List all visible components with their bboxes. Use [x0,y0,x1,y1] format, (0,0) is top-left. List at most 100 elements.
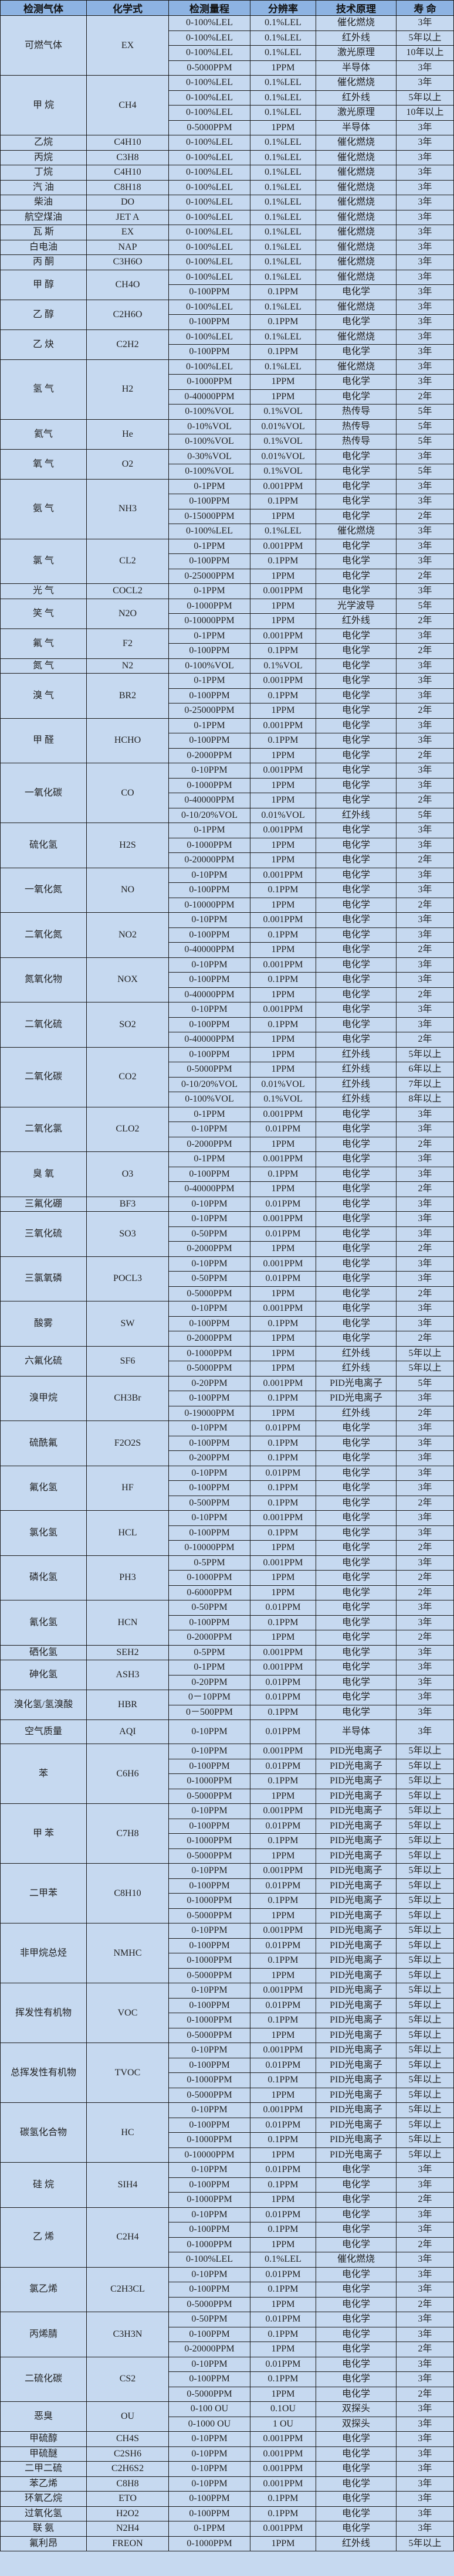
formula-cell: C3H3N [86,2312,169,2357]
gas-name-cell: 氟 气 [0,628,87,659]
resolution-cell: 0.01PPM [250,2057,316,2073]
col-header-technology: 技术原理 [316,0,397,16]
formula-cell: AQI [86,1719,169,1744]
gas-name-cell: 氮 气 [0,658,87,674]
resolution-cell: 1PPM [250,852,316,868]
gas-name-cell: 三氟化硼 [0,1196,87,1212]
resolution-cell: 1PPM [250,60,316,76]
gas-name-cell: 甲 醇 [0,269,87,300]
lifetime-cell: 2年 [396,568,454,584]
range-cell: 0-100PPM [168,1525,250,1541]
formula-cell: NMHC [86,1923,169,1983]
lifetime-cell: 3年 [396,314,454,330]
range-cell: 0-15000PPM [168,508,250,524]
table-row: 三氟化硼 BF3 0-10PPM 0.01PPM 电化学 3年 [0,1196,454,1212]
range-cell: 0-10PPM [168,2461,250,2477]
range-cell: 0-50PPM [168,2312,250,2327]
technology-cell: 电化学 [316,1480,397,1496]
technology-cell: 电化学 [316,2431,397,2447]
resolution-cell: 1PPM [250,2536,316,2551]
resolution-cell: 0.001PPM [250,1256,316,1272]
technology-cell: 红外线 [316,2536,397,2551]
technology-cell: 电化学 [316,1465,397,1481]
range-cell: 0-19000PPM [168,1405,250,1421]
table-row: 0-20PPM 0.01PPM 电化学 3年 [1,1674,454,1690]
formula-cell: N2H4 [86,2521,169,2537]
lifetime-cell: 2年 [396,1570,454,1586]
lifetime-cell: 3年 [396,165,454,181]
gas-name-cell: 联 氨 [0,2521,87,2537]
range-cell: 0-40000PPM [168,1181,250,1197]
lifetime-cell: 3年 [396,1644,454,1660]
technology-cell: 电化学 [316,1241,397,1257]
technology-cell: PID光电离子 [316,1908,397,1923]
range-cell: 0-5000PPM [168,2087,250,2103]
resolution-cell: 0.1%LEL [250,105,316,121]
technology-cell: 电化学 [316,2521,397,2537]
lifetime-cell: 3年 [396,927,454,943]
lifetime-cell: 5年以上 [396,1803,454,1819]
table-row: 0-100PPM 0.1PPM 电化学 3年 [1,344,454,360]
lifetime-cell: 3年 [396,2521,454,2537]
formula-cell: SO2 [86,1002,169,1048]
gas-name-cell: 氟化氢 [0,1465,87,1511]
resolution-cell: 0.01PPM [250,1878,316,1894]
range-cell: 0-1PPM [168,2521,250,2537]
technology-cell: 电化学 [316,1316,397,1331]
range-cell: 0-100%LEL [168,90,250,106]
range-cell: 0-100%LEL [168,239,250,255]
resolution-cell: 0.1%LEL [250,15,316,31]
range-cell: 0-100%LEL [168,45,250,61]
formula-cell: JET A [86,209,169,225]
table-row: 0-1000PPM 1PPM 电化学 3年 [1,777,454,793]
range-cell: 0-10PPM [168,1122,250,1137]
table-row: 0-100PPM 0.1PPM 电化学 3年 [1,733,454,749]
table-row: 二氧化碳 CO2 0-100PPM 1PPM 红外线 5年以上 [0,1046,454,1107]
table-row: 硫酰氟 F2O2S 0-10PPM 0.01PPM 电化学 3年 [0,1420,454,1466]
range-cell: 0-1PPM [168,718,250,733]
lifetime-cell: 5年以上 [396,2132,454,2148]
table-row: 瓦 斯 EX 0-100%LEL 0.1%LEL 催化燃烧 3年 [0,225,454,240]
range-cell: 0-10/20%VOL [168,807,250,823]
resolution-cell: 0.1PPM [250,1017,316,1032]
technology-cell: 电化学 [316,1510,397,1526]
formula-cell: C2H4 [86,2207,169,2268]
lifetime-cell: 3年 [396,1391,454,1406]
resolution-cell: 0.01%VOL [250,1076,316,1092]
technology-cell: PID光电离子 [316,1803,397,1819]
technology-cell: 电化学 [316,1106,397,1122]
resolution-cell: 1PPM [250,1540,316,1556]
formula-cell: BF3 [86,1196,169,1212]
range-cell: 0-100%LEL [168,299,250,315]
lifetime-cell: 5年以上 [396,1773,454,1789]
table-row: 硒化氢 SEH2 0-5PPM 0.001PPM 电化学 3年 [0,1644,454,1660]
lifetime-cell: 3年 [396,1301,454,1317]
lifetime-cell: 2年 [396,389,454,405]
technology-cell: 电化学 [316,1301,397,1317]
technology-cell: 电化学 [316,1644,397,1660]
resolution-cell: 0.001PPM [250,2446,316,2462]
gas-name-cell: 溴 气 [0,673,87,719]
lifetime-cell: 3年 [396,718,454,733]
table-row: 光 气 COCL2 0-1PPM 0.001PPM 电化学 3年 [0,583,454,599]
range-cell: 0-2000PPM [168,747,250,763]
gas-name-cell: 甲 苯 [0,1803,87,1864]
lifetime-cell: 3年 [396,2162,454,2178]
technology-cell: 光学波导 [316,598,397,614]
formula-cell: CL2 [86,538,169,584]
technology-cell: 催化燃烧 [316,299,397,315]
technology-cell: PID光电离子 [316,2117,397,2133]
resolution-cell: 1PPM [250,2027,316,2043]
formula-cell: HCN [86,1600,169,1646]
technology-cell: 电化学 [316,793,397,808]
table-row: 乙 烯 C2H4 0-10PPM 0.01PPM 电化学 3年 [0,2207,454,2268]
lifetime-cell: 5年以上 [396,90,454,106]
resolution-cell: 1PPM [250,1062,316,1078]
technology-cell: 电化学 [316,912,397,928]
technology-cell: 电化学 [316,867,397,883]
range-cell: 0-2000PPM [168,1136,250,1152]
technology-cell: 催化燃烧 [316,225,397,240]
technology-cell: 半导体 [316,120,397,135]
lifetime-cell: 5年以上 [396,30,454,46]
lifetime-cell: 5年以上 [396,2043,454,2058]
